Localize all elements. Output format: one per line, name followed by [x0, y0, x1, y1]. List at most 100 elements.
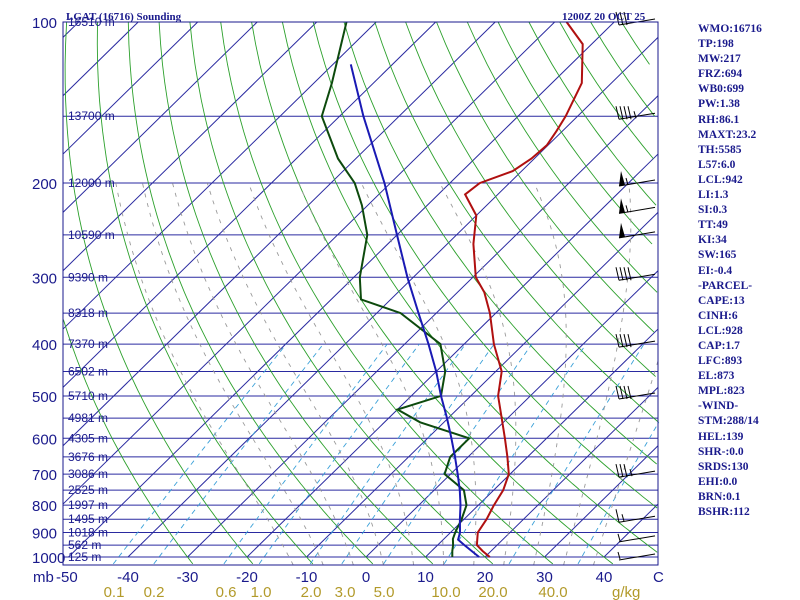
- wind-barb-pennant: [619, 198, 625, 214]
- wind-barb-full: [623, 333, 628, 348]
- stat-line: KI:34: [698, 234, 727, 247]
- mixing-ratio-lines: [112, 343, 660, 565]
- stat-line: SI:0.3: [698, 204, 728, 217]
- stats-panel: WMO:16716 TP:198 MW:217 FRZ:694 WB0:699 PW:1.…: [698, 22, 798, 520]
- moist-adiabats: [115, 182, 660, 566]
- stat-line: CAP:1.7: [698, 339, 740, 352]
- wind-barb-full: [619, 333, 624, 348]
- mixing-ratio-tick-label: 0.6: [216, 584, 237, 600]
- pressure-tick-label: 400: [32, 337, 57, 354]
- wind-barb: [618, 198, 656, 214]
- dry-adiabat: [281, 21, 658, 553]
- temperature-tick-label: -10: [296, 569, 318, 586]
- dry-adiabat: [374, 21, 659, 423]
- dewpoint-profile: [320, 21, 472, 557]
- dry-adiabat: [127, 21, 374, 565]
- wind-barb: [615, 385, 656, 400]
- height-level-label: 1018 m: [68, 526, 108, 540]
- temperature-tick-label: -30: [177, 569, 199, 586]
- stat-line: TP:198: [698, 38, 734, 51]
- pressure-tick-label: 100: [32, 15, 57, 32]
- dry-adiabat: [189, 21, 494, 565]
- wind-barb-full: [619, 385, 624, 400]
- pressure-tick-label: 600: [32, 431, 57, 448]
- height-level-label: 4981 m: [68, 411, 108, 425]
- stat-line: FRZ:694: [698, 68, 743, 81]
- wind-barb-full: [627, 267, 632, 281]
- isotherms: [62, 21, 659, 558]
- wind-barb: [615, 464, 656, 478]
- wind-barb-staff: [618, 392, 656, 400]
- isotherm-line: [306, 212, 659, 558]
- mixing-ratio-tick-label: 1.0: [251, 584, 272, 600]
- wind-barb: [615, 333, 656, 348]
- mixing-ratio-tick-label: 0.2: [144, 584, 165, 600]
- height-level-label: 2525 m: [68, 483, 108, 497]
- stat-line: LFC:893: [698, 355, 743, 368]
- height-level-label: 4305 m: [68, 431, 108, 445]
- isotherm-line: [62, 21, 496, 447]
- dry-adiabat: [64, 21, 254, 565]
- dry-adiabat: [312, 21, 658, 509]
- height-level-label: 1495 m: [68, 512, 108, 526]
- dry-adiabat: [405, 21, 656, 377]
- isotherm-line: [425, 328, 659, 558]
- pressure-tick-label: 800: [32, 498, 57, 515]
- pressure-tick-label: 900: [32, 526, 57, 543]
- mixing-ratio-unit: g/kg: [612, 584, 640, 600]
- mixing-ratio-tick-label: 40.0: [538, 584, 567, 600]
- height-level-label: 13700 m: [68, 109, 115, 123]
- wind-barb: [618, 222, 656, 239]
- height-level-label: 5710 m: [68, 389, 108, 403]
- dry-adiabat: [528, 21, 657, 206]
- stat-line: L57:6.0: [698, 158, 736, 171]
- temperature-tick-label: 30: [536, 569, 553, 586]
- wind-barb: [615, 267, 656, 281]
- isotherm-line: [68, 21, 615, 558]
- wind-barb-full: [615, 385, 620, 400]
- moist-adiabat: [172, 182, 354, 566]
- wind-barb: [615, 106, 656, 120]
- isotherm-line: [603, 503, 659, 558]
- wind-barb-half: [617, 551, 621, 560]
- moist-adiabat: [298, 182, 445, 565]
- moist-adiabat: [142, 182, 324, 566]
- mixing-ratio-line: [153, 343, 324, 565]
- moist-adiabat: [248, 182, 415, 566]
- mixing-ratio-line: [112, 343, 287, 565]
- sounding-profiles: [320, 21, 584, 558]
- temperature-tick-label: -50: [56, 569, 78, 586]
- wind-barb-full: [615, 464, 620, 478]
- wind-barb-staff: [618, 535, 656, 543]
- mixing-ratio-line: [309, 343, 466, 565]
- wind-barb-full: [615, 333, 620, 348]
- stat-line: EL:873: [698, 370, 735, 383]
- isotherm-line: [246, 153, 659, 558]
- stat-line: SHR-:0.0: [698, 445, 744, 458]
- dry-adiabat: [497, 21, 653, 245]
- wind-barb-staff: [618, 340, 656, 348]
- moist-adiabat: [563, 183, 632, 566]
- wind-barb-full: [615, 509, 620, 523]
- stat-line: WB0:699: [698, 83, 744, 96]
- stat-line: TT:49: [698, 219, 728, 232]
- mixing-ratio-tick-label: 5.0: [374, 584, 395, 600]
- wind-barb-full: [615, 11, 620, 26]
- wind-barb-half: [625, 177, 629, 186]
- valid-time: 1200Z 20 OCT 25: [562, 11, 646, 23]
- stat-line: SW:165: [698, 249, 737, 262]
- mixing-ratio-tick-label: 2.0: [301, 584, 322, 600]
- height-level-label: 8318 m: [68, 306, 108, 320]
- moist-adiabat: [533, 182, 567, 566]
- dry-adiabat: [343, 21, 657, 465]
- mixing-ratio-tick-label: 3.0: [335, 584, 356, 600]
- mixing-ratio-line: [341, 343, 495, 565]
- stat-line: MPL:823: [698, 385, 745, 398]
- temperature-tick-label: 0: [362, 569, 370, 586]
- wind-barb-full: [623, 11, 628, 26]
- isotherm-line: [62, 21, 139, 97]
- height-level-label: 12000 m: [68, 176, 115, 190]
- height-level-label: 7370 m: [68, 337, 108, 351]
- height-level-label: 562 m: [68, 538, 101, 552]
- wind-barb-full: [627, 333, 632, 348]
